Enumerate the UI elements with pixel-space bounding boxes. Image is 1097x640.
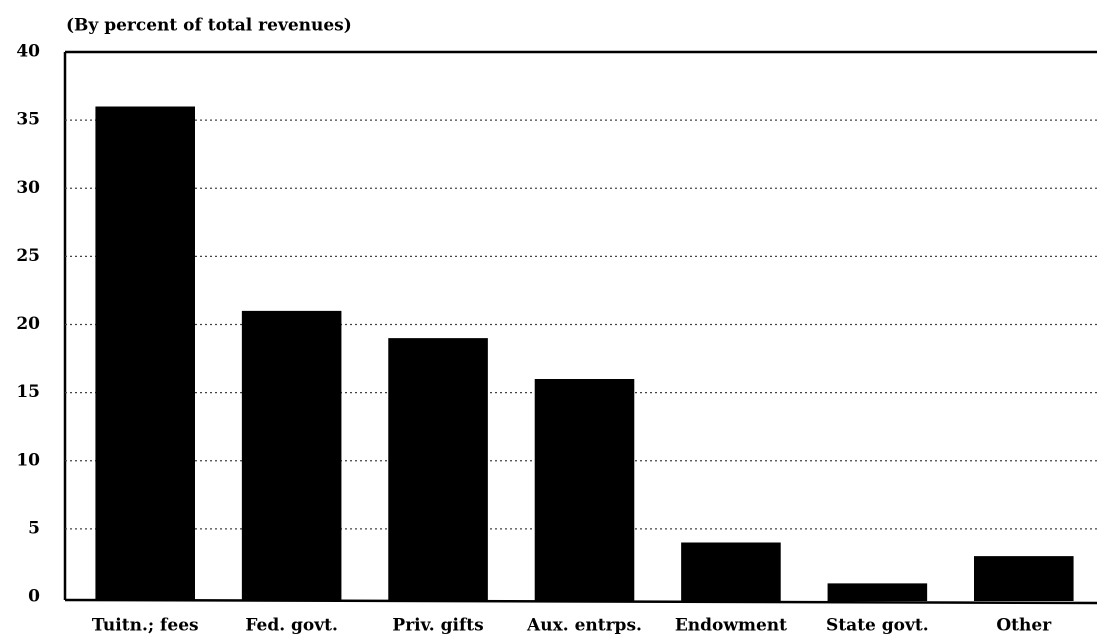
bar xyxy=(95,106,195,601)
grid-line xyxy=(64,598,1097,605)
bar xyxy=(241,310,342,601)
x-tick-label: Priv. gifts xyxy=(392,616,483,636)
chart-title: (By percent of total revenues) xyxy=(66,16,352,36)
bar xyxy=(974,556,1074,601)
x-tick-label: Fed. govt. xyxy=(245,616,338,636)
x-tick-label: Endowment xyxy=(675,616,787,636)
x-tick-label: Aux. entrps. xyxy=(526,616,642,636)
y-tick-label: 30 xyxy=(16,178,40,198)
bar xyxy=(681,542,781,601)
y-tick-label: 20 xyxy=(16,314,40,334)
y-tick-label: 0 xyxy=(28,587,40,607)
x-tick-label: Other xyxy=(996,616,1052,636)
x-tick-label: Tuitn.; fees xyxy=(92,616,199,636)
y-tick-label: 5 xyxy=(28,518,40,538)
bar xyxy=(534,379,635,601)
y-tick-label: 25 xyxy=(16,246,40,266)
bar xyxy=(827,583,928,601)
y-tick-label: 10 xyxy=(16,450,40,470)
x-tick-label: State govt. xyxy=(826,616,929,636)
y-tick-label: 35 xyxy=(16,110,40,130)
bar xyxy=(388,338,488,601)
y-tick-label: 15 xyxy=(16,382,40,402)
y-tick-label: 40 xyxy=(16,42,40,62)
